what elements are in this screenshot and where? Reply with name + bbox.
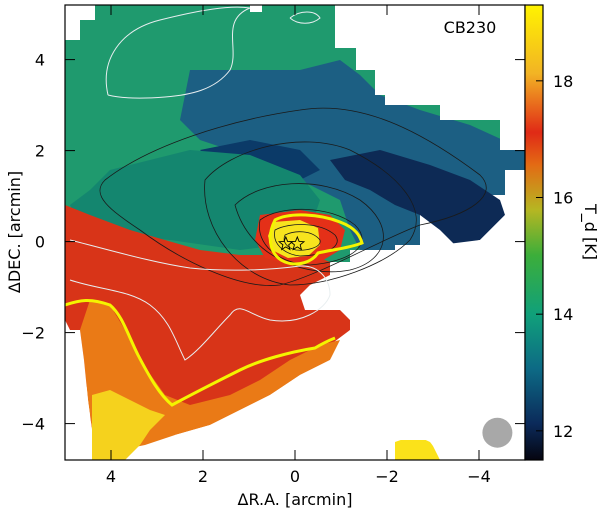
x-tick-label: 0 [290, 467, 300, 486]
region-blank-se [160, 215, 525, 460]
region-blank-sw [65, 330, 92, 460]
colorbar-tick-label: 14 [553, 305, 573, 324]
contour-2 [204, 141, 417, 286]
isotherm-white-2 [289, 11, 321, 24]
x-tick-label: −4 [467, 467, 491, 486]
x-axis-label: ΔR.A. [arcmin] [238, 490, 353, 509]
y-tick-label: 4 [35, 51, 45, 70]
beam-size-circle [482, 417, 513, 448]
isotherm-white [69, 6, 331, 361]
colorbar-label: T_d [K] [580, 203, 600, 260]
temperature-heatmap [65, 5, 525, 460]
isotherm-white-3 [69, 239, 331, 361]
y-axis-label: ΔDEC. [arcmin] [5, 171, 24, 293]
contour-1 [99, 107, 487, 286]
isotherm-yellow-core [268, 213, 364, 266]
colorbar-tick-label: 18 [553, 72, 573, 91]
protostar-markers [277, 235, 306, 251]
patch-yellow-se [395, 435, 440, 460]
region-blank-ne [335, 5, 525, 150]
colorbar-tick-label: 16 [553, 189, 573, 208]
colorbar [524, 4, 544, 461]
y-tick-label: −2 [21, 324, 45, 343]
y-tick-label: 2 [35, 142, 45, 161]
isotherm-yellow [65, 213, 364, 407]
panel-title: CB230 [444, 18, 497, 37]
isotherm-white-1 [105, 6, 251, 99]
x-tick-label: −2 [375, 467, 399, 486]
y-tick-label: −4 [21, 415, 45, 434]
y-axis-ticks: 4 2 0 −2 −4 [21, 51, 525, 434]
y-tick-label: 0 [35, 233, 45, 252]
x-tick-label: 4 [106, 467, 116, 486]
colorbar-tick-label: 12 [553, 422, 573, 441]
isotherm-yellow-south [65, 299, 336, 407]
protostar-star-2 [289, 235, 306, 251]
x-tick-label: 2 [198, 467, 208, 486]
contour-6 [283, 231, 321, 251]
colorbar-ticks: 12 14 16 18 [536, 72, 573, 441]
x-axis-ticks: 4 2 0 −2 −4 [106, 5, 491, 486]
region-yellow-south [92, 390, 165, 460]
region-dark-blue [330, 150, 505, 245]
